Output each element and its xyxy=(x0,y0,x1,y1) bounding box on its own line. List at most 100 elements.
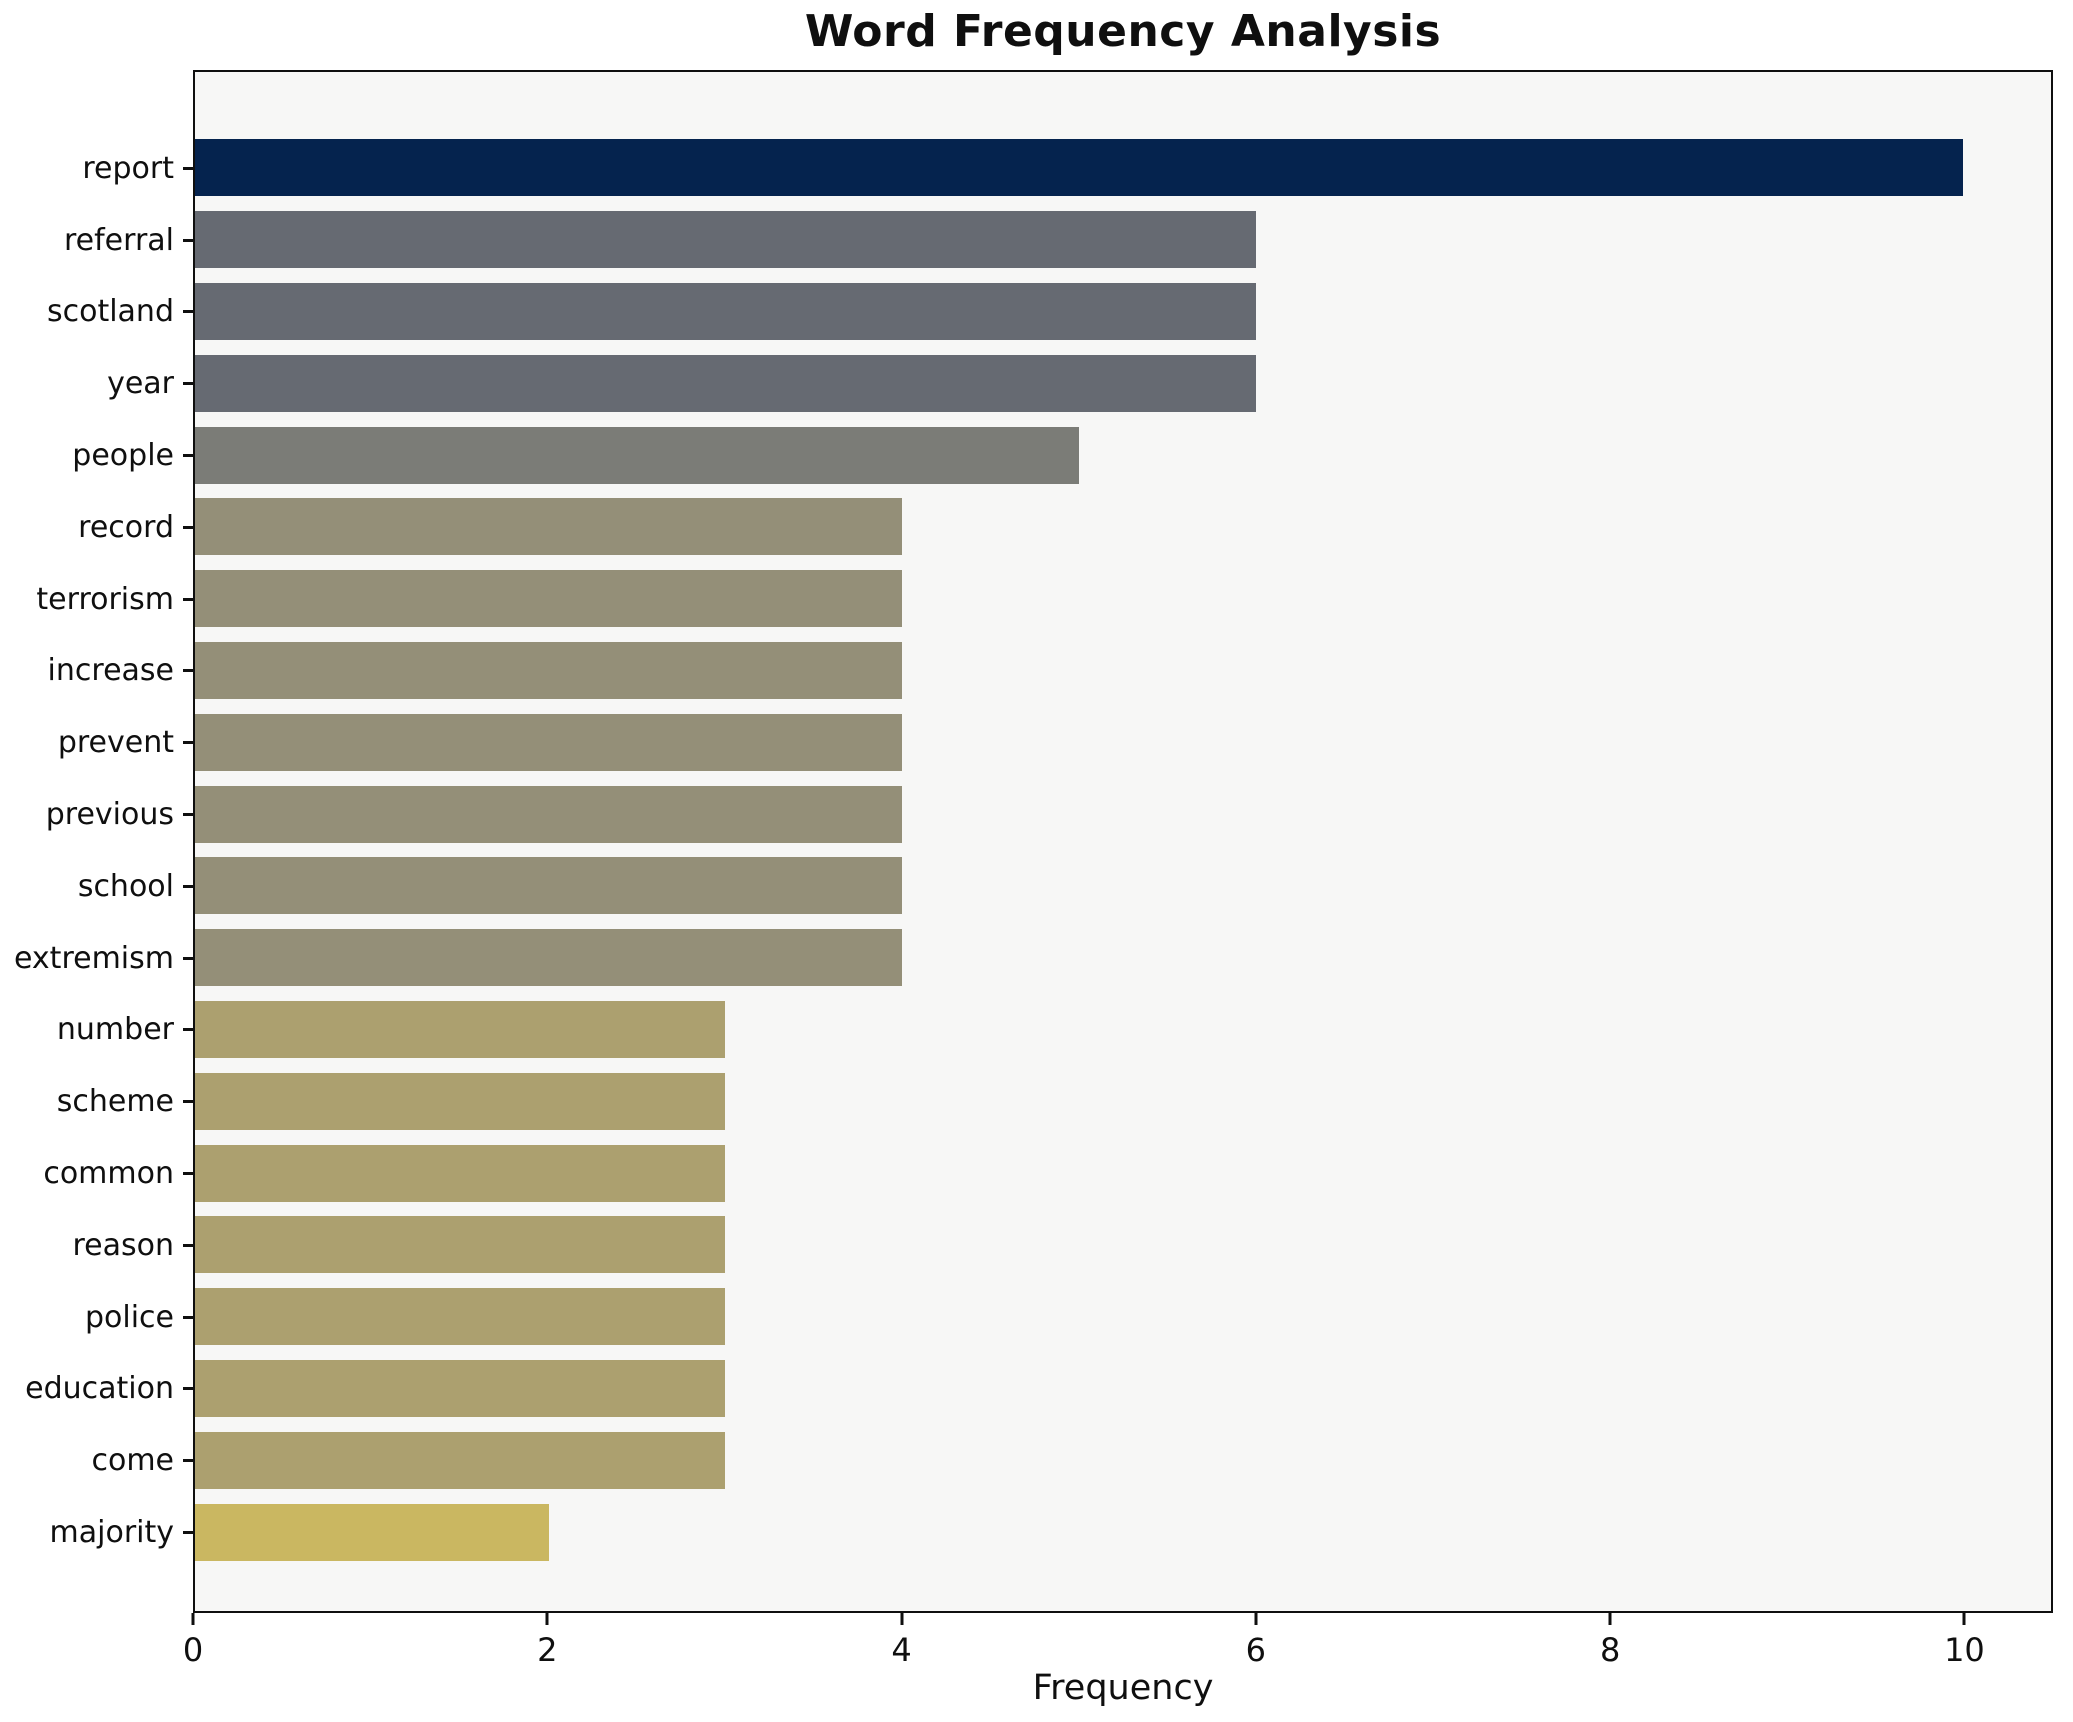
bar-row xyxy=(195,1137,2051,1209)
y-tick-label: number xyxy=(56,1012,174,1048)
bar-row xyxy=(195,635,2051,707)
y-tick-mark xyxy=(183,956,193,960)
y-tick-label: reason xyxy=(72,1227,174,1263)
y-tick-mark xyxy=(183,884,193,888)
bar-come xyxy=(195,1431,726,1489)
bar-increase xyxy=(195,641,903,699)
y-tick-mark xyxy=(183,382,193,386)
y-tick-mark xyxy=(183,525,193,529)
x-tick-label: 10 xyxy=(1944,1631,1985,1669)
y-tick-mark xyxy=(183,669,193,673)
bar-row xyxy=(195,419,2051,491)
y-tick-row: scheme xyxy=(0,1066,193,1138)
y-tick-mark xyxy=(183,741,193,745)
y-tick-label: people xyxy=(72,438,174,474)
x-tick-label: 0 xyxy=(182,1631,204,1669)
y-tick-row: extremism xyxy=(0,922,193,994)
y-tick-label: year xyxy=(107,366,174,402)
x-tick-mark xyxy=(1254,1613,1258,1625)
y-tick-mark xyxy=(183,166,193,170)
y-tick-mark xyxy=(183,238,193,242)
bar-row xyxy=(195,204,2051,276)
y-tick-row: report xyxy=(0,133,193,205)
y-tick-mark xyxy=(183,1387,193,1391)
y-tick-row: referral xyxy=(0,204,193,276)
bar-row xyxy=(195,778,2051,850)
y-tick-label: terrorism xyxy=(36,581,174,617)
x-axis-title: Frequency xyxy=(1032,1668,1214,1708)
y-tick-label: scotland xyxy=(46,294,174,330)
x-tick-mark xyxy=(191,1613,195,1625)
bar-row xyxy=(195,1424,2051,1496)
y-tick-mark xyxy=(183,1459,193,1463)
y-tick-row: common xyxy=(0,1138,193,1210)
y-tick-mark xyxy=(183,813,193,817)
y-tick-label: increase xyxy=(47,653,174,689)
y-tick-label: prevent xyxy=(57,725,174,761)
y-tick-mark xyxy=(183,1100,193,1104)
bar-majority xyxy=(195,1503,549,1561)
y-tick-row: scotland xyxy=(0,276,193,348)
y-tick-label: school xyxy=(77,868,174,904)
plot-area xyxy=(193,70,2053,1613)
x-tick-mark xyxy=(900,1613,904,1625)
x-tick-label: 2 xyxy=(537,1631,558,1669)
y-tick-label: come xyxy=(91,1443,174,1479)
bar-row xyxy=(195,1353,2051,1425)
y-tick-label: report xyxy=(82,150,174,186)
bar-row xyxy=(195,706,2051,778)
y-tick-row: increase xyxy=(0,635,193,707)
bar-number xyxy=(195,1000,726,1058)
bar-previous xyxy=(195,785,903,843)
y-tick-mark xyxy=(183,310,193,314)
y-tick-mark xyxy=(183,1172,193,1176)
y-tick-mark xyxy=(183,1315,193,1319)
y-tick-mark xyxy=(183,1243,193,1247)
bar-extremism xyxy=(195,929,903,987)
bar-reason xyxy=(195,1216,726,1274)
y-tick-row: number xyxy=(0,994,193,1066)
y-tick-label: majority xyxy=(49,1515,174,1551)
bar-record xyxy=(195,498,903,556)
y-tick-mark xyxy=(183,454,193,458)
y-tick-row: people xyxy=(0,420,193,492)
bar-education xyxy=(195,1359,726,1417)
y-tick-row: police xyxy=(0,1281,193,1353)
bar-report xyxy=(195,139,1963,197)
bar-row xyxy=(195,994,2051,1066)
bar-referral xyxy=(195,211,1256,269)
y-tick-label: police xyxy=(84,1299,174,1335)
chart-title: Word Frequency Analysis xyxy=(804,6,1442,57)
y-tick-row: reason xyxy=(0,1209,193,1281)
bar-row xyxy=(195,1496,2051,1568)
bar-row xyxy=(195,563,2051,635)
y-tick-mark xyxy=(183,1531,193,1535)
bar-people xyxy=(195,426,1079,484)
y-tick-label: referral xyxy=(63,222,174,258)
bar-scotland xyxy=(195,282,1256,340)
x-tick-mark xyxy=(545,1613,549,1625)
y-tick-mark xyxy=(183,597,193,601)
y-tick-row: terrorism xyxy=(0,563,193,635)
y-tick-row: year xyxy=(0,348,193,420)
bar-row xyxy=(195,1065,2051,1137)
y-tick-row: previous xyxy=(0,779,193,851)
bar-prevent xyxy=(195,713,903,771)
y-tick-label: scheme xyxy=(56,1084,174,1120)
y-axis-labels: report referral scotland year people record te… xyxy=(0,70,193,1613)
bar-scheme xyxy=(195,1072,726,1130)
y-tick-row: school xyxy=(0,850,193,922)
y-tick-row: record xyxy=(0,491,193,563)
y-tick-label: education xyxy=(25,1371,174,1407)
bar-year xyxy=(195,354,1256,412)
y-tick-row: prevent xyxy=(0,707,193,779)
y-tick-row: majority xyxy=(0,1497,193,1569)
y-tick-label: extremism xyxy=(14,940,174,976)
x-tick-label: 6 xyxy=(1245,1631,1267,1669)
bar-row xyxy=(195,132,2051,204)
x-tick-label: 4 xyxy=(891,1631,912,1669)
x-tick-mark xyxy=(1962,1613,1966,1625)
bar-row xyxy=(195,276,2051,348)
bar-row xyxy=(195,850,2051,922)
